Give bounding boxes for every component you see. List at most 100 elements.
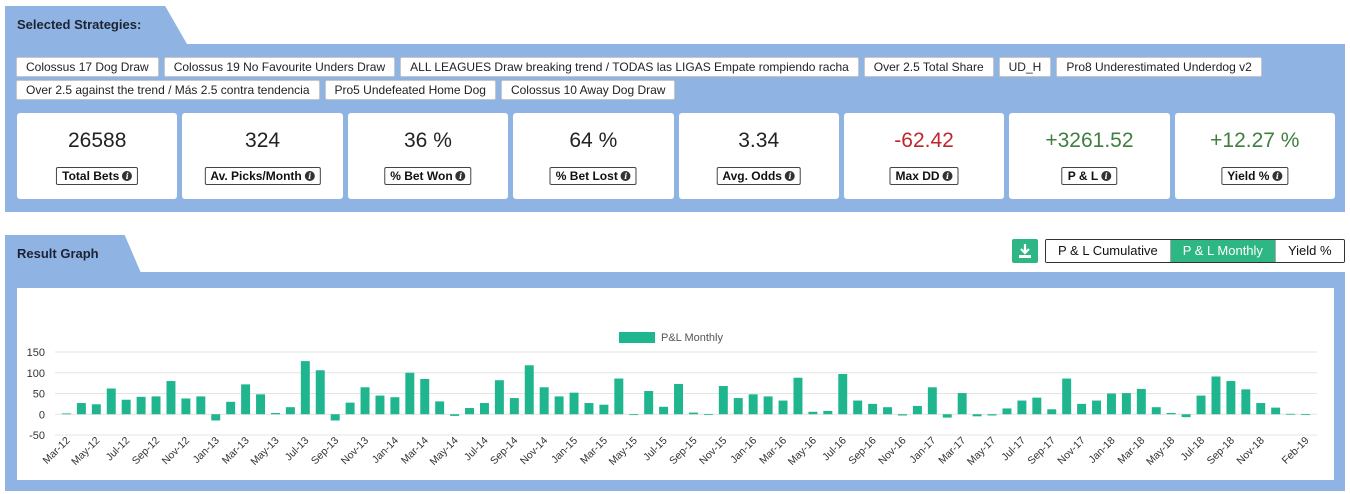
bar[interactable]: [629, 414, 639, 416]
bar[interactable]: [912, 405, 922, 415]
bar[interactable]: [136, 396, 146, 415]
bar[interactable]: [241, 384, 251, 415]
bar[interactable]: [972, 414, 982, 417]
bar[interactable]: [674, 383, 684, 415]
bar[interactable]: [151, 396, 161, 415]
bar[interactable]: [300, 361, 310, 415]
bar[interactable]: [1181, 414, 1191, 418]
bar[interactable]: [1002, 408, 1012, 415]
bar[interactable]: [91, 404, 101, 415]
bar[interactable]: [1196, 395, 1206, 415]
bar[interactable]: [763, 396, 773, 415]
bar[interactable]: [61, 413, 71, 415]
bar[interactable]: [703, 414, 713, 416]
stat-label[interactable]: Max DD i: [889, 167, 959, 185]
bar[interactable]: [823, 410, 833, 415]
bar[interactable]: [106, 388, 116, 415]
bar[interactable]: [256, 394, 266, 415]
bar[interactable]: [435, 401, 445, 415]
bar[interactable]: [957, 393, 967, 415]
bar[interactable]: [1047, 409, 1057, 415]
bar[interactable]: [375, 395, 385, 415]
bar[interactable]: [270, 413, 280, 415]
bar[interactable]: [927, 387, 937, 415]
bar[interactable]: [420, 378, 430, 415]
bar[interactable]: [1271, 407, 1281, 415]
bar[interactable]: [554, 396, 564, 415]
download-button[interactable]: [1012, 239, 1038, 263]
bar[interactable]: [315, 370, 325, 415]
bar[interactable]: [1077, 403, 1087, 415]
toggle-pl-cumulative[interactable]: P & L Cumulative: [1046, 240, 1171, 262]
bar[interactable]: [345, 402, 355, 415]
stat-label[interactable]: Total Bets i: [56, 167, 139, 185]
info-icon[interactable]: i: [455, 171, 466, 181]
bar[interactable]: [942, 414, 952, 418]
bar[interactable]: [599, 404, 609, 415]
bar[interactable]: [838, 373, 848, 415]
info-icon[interactable]: i: [1101, 171, 1112, 181]
bar[interactable]: [718, 386, 728, 415]
bar[interactable]: [778, 400, 788, 415]
bar[interactable]: [659, 406, 669, 415]
bar[interactable]: [1136, 388, 1146, 415]
bar[interactable]: [211, 414, 221, 421]
bar[interactable]: [166, 381, 176, 415]
bar[interactable]: [121, 399, 131, 415]
bar[interactable]: [1017, 400, 1027, 415]
info-icon[interactable]: i: [942, 171, 953, 181]
bar[interactable]: [748, 394, 758, 415]
bar[interactable]: [1121, 393, 1131, 415]
bar[interactable]: [226, 401, 236, 415]
bar[interactable]: [405, 372, 415, 415]
stat-label[interactable]: Yield % i: [1221, 167, 1289, 185]
stat-label[interactable]: % Bet Lost i: [549, 167, 637, 185]
bar[interactable]: [1151, 407, 1161, 415]
bar[interactable]: [688, 412, 698, 415]
info-icon[interactable]: i: [122, 171, 133, 181]
toggle-pl-monthly[interactable]: P & L Monthly: [1170, 240, 1276, 262]
bar[interactable]: [1211, 376, 1221, 415]
bar[interactable]: [793, 377, 803, 415]
bar[interactable]: [614, 378, 624, 415]
bar[interactable]: [360, 387, 370, 415]
bar[interactable]: [330, 414, 340, 421]
bar[interactable]: [539, 387, 549, 415]
bar[interactable]: [524, 365, 534, 415]
stat-label[interactable]: Av. Picks/Month i: [204, 167, 321, 185]
bar[interactable]: [1166, 413, 1176, 415]
bar[interactable]: [569, 392, 579, 415]
info-icon[interactable]: i: [620, 171, 631, 181]
bar[interactable]: [1062, 378, 1072, 415]
bar[interactable]: [897, 414, 907, 416]
info-icon[interactable]: i: [784, 171, 795, 181]
bar[interactable]: [1032, 397, 1042, 415]
bar[interactable]: [450, 414, 460, 416]
bar[interactable]: [494, 380, 504, 415]
toggle-yield[interactable]: Yield %: [1275, 240, 1344, 262]
bar[interactable]: [987, 414, 997, 416]
bar[interactable]: [285, 407, 295, 415]
bar[interactable]: [1301, 414, 1311, 416]
info-icon[interactable]: i: [304, 171, 315, 181]
bar[interactable]: [465, 408, 475, 415]
bar[interactable]: [509, 398, 519, 415]
bar[interactable]: [808, 411, 818, 415]
bar[interactable]: [76, 403, 86, 415]
bar[interactable]: [1226, 381, 1236, 415]
bar[interactable]: [644, 391, 654, 415]
bar[interactable]: [1286, 413, 1296, 415]
bar[interactable]: [181, 398, 191, 415]
bar[interactable]: [1106, 393, 1116, 415]
bar[interactable]: [868, 403, 878, 415]
stat-label[interactable]: Avg. Odds i: [716, 167, 801, 185]
bar[interactable]: [390, 397, 400, 415]
stat-label[interactable]: % Bet Won i: [384, 167, 472, 185]
bar[interactable]: [733, 398, 743, 415]
bar[interactable]: [853, 400, 863, 415]
bar[interactable]: [584, 403, 594, 415]
bar[interactable]: [1256, 403, 1266, 415]
bar[interactable]: [883, 407, 893, 415]
info-icon[interactable]: i: [1272, 171, 1283, 181]
